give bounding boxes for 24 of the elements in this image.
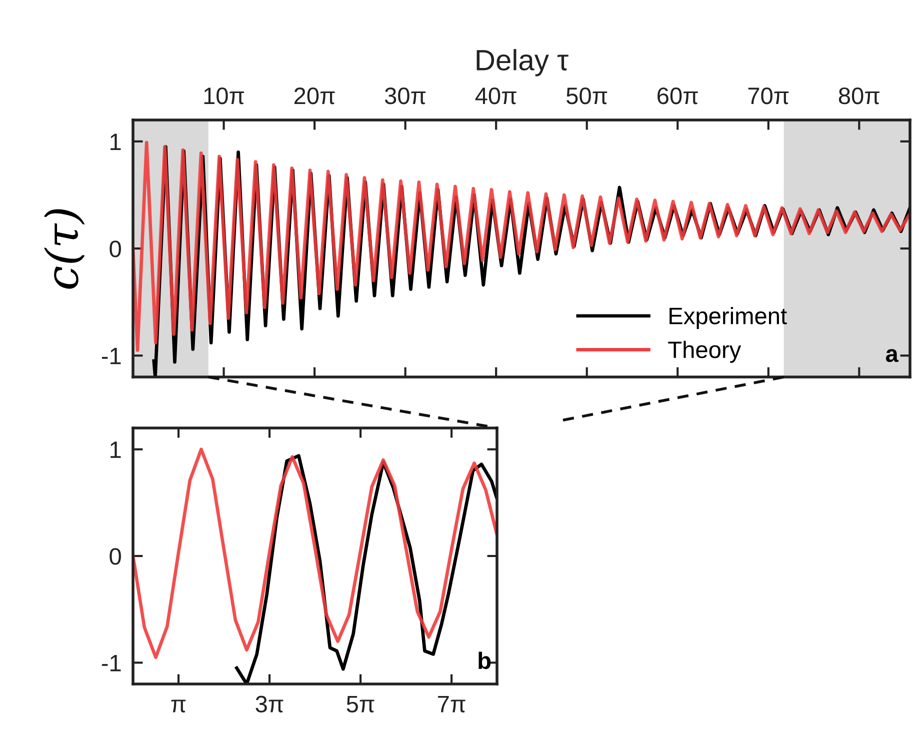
annotation: b — [478, 652, 491, 670]
legend-label: Experiment — [670, 307, 787, 330]
x-tick-label: 50π — [566, 88, 608, 104]
x-tick-label: 10π — [204, 88, 244, 104]
x-tick-label: π — [171, 700, 186, 712]
y-tick-label: 0 — [110, 548, 121, 565]
x-tick-label: 3π — [256, 696, 284, 712]
annotation: a — [886, 349, 898, 362]
y-tick-label: -1 — [102, 654, 121, 672]
x-axis-title: Delay τ — [476, 49, 568, 76]
y-axis-title: c(τ) — [44, 209, 85, 289]
x-tick-label: 70π — [748, 88, 789, 104]
y-tick-label: -1 — [102, 348, 121, 364]
x-tick-label: 7π — [438, 696, 466, 712]
y-tick-label: 1 — [110, 134, 121, 150]
x-tick-label: 40π — [475, 88, 516, 104]
y-tick-label: 1 — [110, 442, 121, 458]
x-tick-label: 30π — [384, 88, 426, 104]
y-tick-label: 0 — [110, 240, 121, 258]
x-tick-label: 60π — [658, 88, 698, 104]
x-tick-label: 20π — [294, 88, 335, 104]
legend-label: Theory — [668, 340, 742, 363]
x-tick-label: 80π — [838, 88, 880, 104]
x-tick-label: 5π — [346, 696, 374, 712]
